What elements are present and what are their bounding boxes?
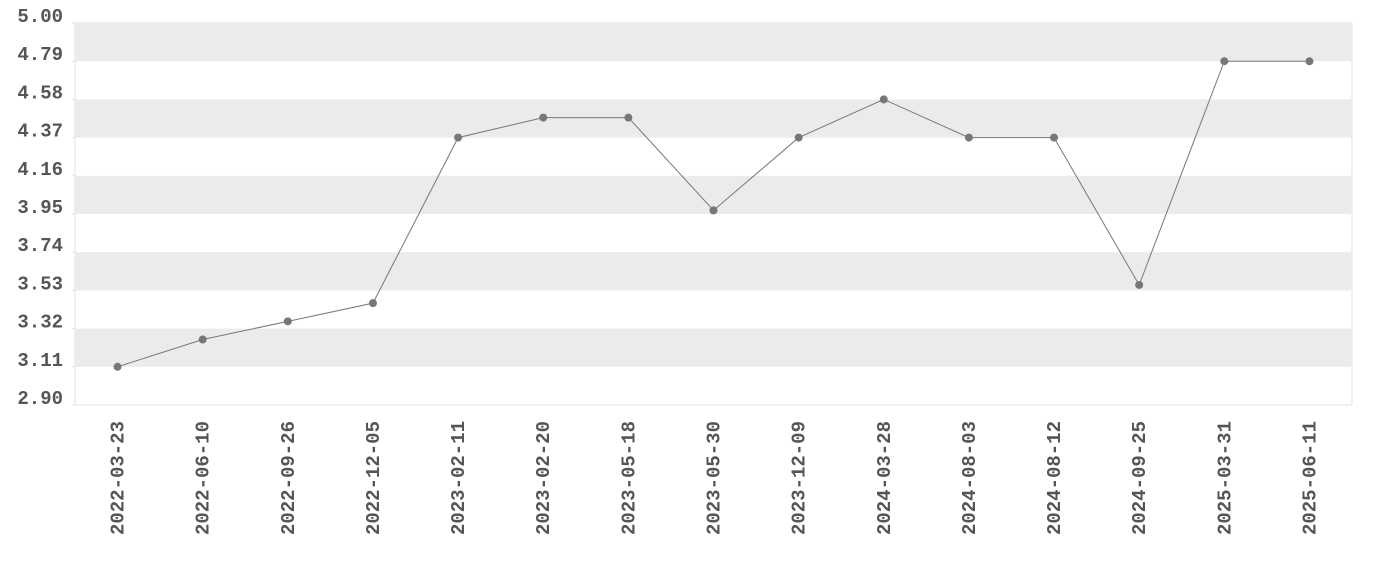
y-tick-label: 3.32 [17, 312, 63, 334]
y-tick-label: 3.74 [17, 235, 63, 257]
x-tick-label: 2023-05-18 [618, 421, 640, 535]
data-point [283, 317, 292, 326]
data-point [794, 133, 803, 142]
y-tick-label: 3.11 [17, 350, 63, 372]
data-point [709, 206, 718, 215]
grid-band [75, 328, 1352, 367]
x-tick-label: 2023-02-20 [533, 421, 555, 535]
grid-band [75, 252, 1352, 291]
data-point [1050, 133, 1059, 142]
data-point [539, 113, 548, 122]
x-tick-label: 2024-09-25 [1129, 421, 1151, 535]
y-tick-label: 2.90 [17, 388, 63, 410]
y-tick-label: 3.53 [17, 273, 63, 295]
data-point [454, 133, 463, 142]
y-tick-label: 3.95 [17, 197, 63, 219]
data-point [1305, 57, 1314, 66]
x-tick-label: 2022-03-23 [108, 421, 130, 535]
y-tick-label: 4.16 [17, 159, 63, 181]
y-tick-label: 4.37 [17, 121, 63, 143]
x-tick-label: 2024-08-03 [959, 421, 981, 535]
y-tick-label: 4.58 [17, 82, 63, 104]
data-point [1135, 280, 1144, 289]
x-tick-label: 2024-08-12 [1044, 421, 1066, 535]
x-tick-label: 2023-12-09 [789, 421, 811, 535]
y-tick-label: 5.00 [17, 6, 63, 28]
x-tick-label: 2025-06-11 [1299, 421, 1321, 535]
data-point [879, 95, 888, 104]
x-tick-label: 2025-03-31 [1214, 421, 1236, 535]
x-tick-label: 2022-12-05 [363, 421, 385, 535]
grid-band [75, 23, 1352, 62]
data-point [368, 299, 377, 308]
data-point [964, 133, 973, 142]
x-tick-label: 2022-06-10 [193, 421, 215, 535]
x-tick-label: 2023-02-11 [448, 421, 470, 535]
data-point [198, 335, 207, 344]
x-tick-label: 2022-09-26 [278, 421, 300, 535]
y-tick-label: 4.79 [17, 44, 63, 66]
x-tick-label: 2023-05-30 [704, 421, 726, 535]
data-point [1220, 57, 1229, 66]
data-point [624, 113, 633, 122]
data-point [113, 362, 122, 371]
grid-band [75, 99, 1352, 138]
x-tick-label: 2024-03-28 [874, 421, 896, 535]
